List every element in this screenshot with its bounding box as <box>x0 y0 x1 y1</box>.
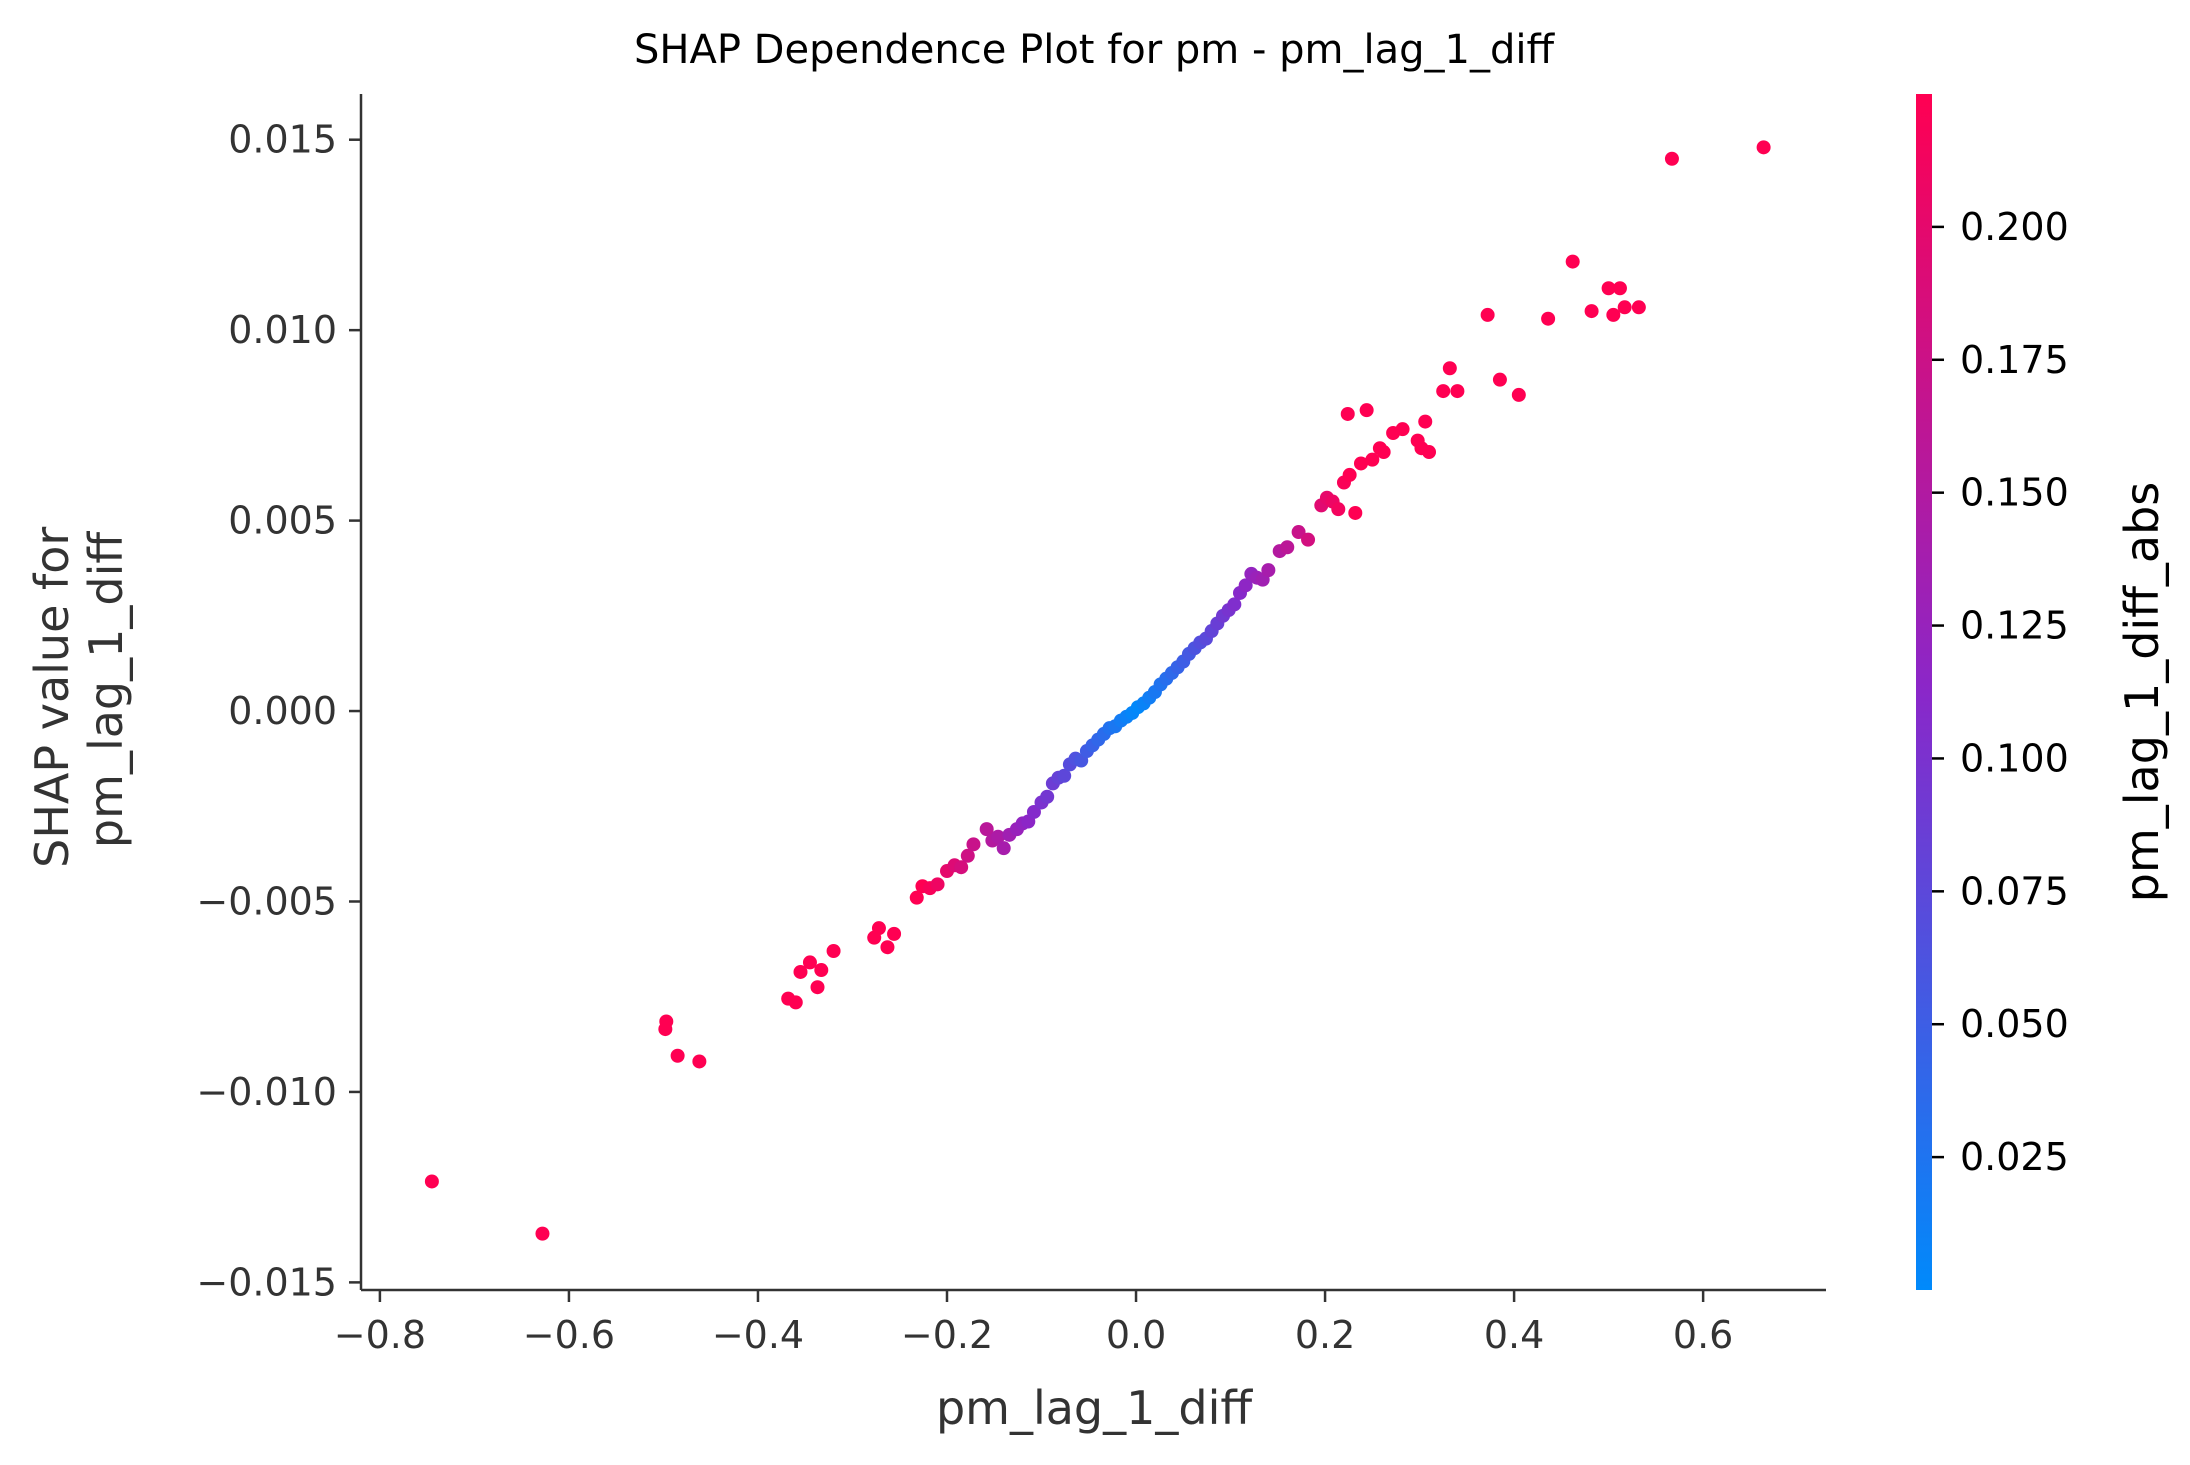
data-point <box>880 940 895 955</box>
colorbar-tick-label: 0.050 <box>1960 1002 2069 1046</box>
colorbar-label: pm_lag_1_diff_abs <box>2115 482 2169 902</box>
x-tick-label: −0.8 <box>334 1313 426 1357</box>
data-point <box>535 1226 550 1241</box>
data-point <box>1238 578 1253 593</box>
data-point <box>1584 304 1599 319</box>
colorbar-tick-label: 0.150 <box>1960 471 2069 515</box>
chart-title: SHAP Dependence Plot for pm - pm_lag_1_d… <box>634 27 1555 73</box>
data-point <box>1291 525 1306 540</box>
x-tick-label: −0.4 <box>712 1313 804 1357</box>
data-point <box>692 1054 707 1069</box>
x-tick-label: 0.0 <box>1106 1313 1166 1357</box>
data-point <box>991 829 1006 844</box>
data-point <box>1756 140 1771 155</box>
data-point <box>659 1014 674 1029</box>
data-point <box>1395 422 1410 437</box>
data-point <box>1565 254 1580 269</box>
data-point <box>1301 532 1316 547</box>
data-point <box>1331 502 1346 517</box>
data-point <box>1280 540 1295 555</box>
y-tick-label: 0.010 <box>228 308 337 352</box>
data-point <box>1359 403 1374 418</box>
data-point <box>1040 789 1055 804</box>
data-point <box>1511 387 1526 402</box>
data-point <box>966 837 981 852</box>
data-point <box>1376 445 1391 460</box>
data-point <box>1541 311 1556 326</box>
colorbar <box>1916 94 1932 1290</box>
y-tick-label: 0.015 <box>228 118 337 162</box>
data-point <box>1057 768 1072 783</box>
x-tick-label: −0.2 <box>901 1313 993 1357</box>
data-point <box>1261 563 1276 578</box>
data-point <box>424 1174 439 1189</box>
y-tick-label: −0.005 <box>196 879 337 923</box>
data-point <box>979 822 994 837</box>
colorbar-tick-label: 0.200 <box>1960 205 2069 249</box>
data-point <box>1026 804 1041 819</box>
data-point <box>1342 467 1357 482</box>
data-point <box>1450 384 1465 399</box>
y-tick-label: −0.015 <box>196 1260 337 1304</box>
data-point <box>960 848 975 863</box>
data-point <box>826 944 841 959</box>
y-axis-label: SHAP value for pm_lag_1_diff <box>25 512 133 868</box>
y-tick-label: 0.005 <box>228 499 337 543</box>
x-tick-label: 0.2 <box>1295 1313 1355 1357</box>
data-point <box>1612 281 1627 296</box>
y-axis-ticks: −0.015 −0.010 −0.005 0.000 0.005 0.010 0.015 <box>196 118 361 1304</box>
data-point <box>909 890 924 905</box>
data-point <box>1442 361 1457 376</box>
data-point <box>1664 151 1679 166</box>
data-point <box>1348 505 1363 520</box>
y-tick-label: −0.010 <box>196 1070 337 1114</box>
y-axis-label-line-2: pm_lag_1_diff <box>79 531 133 848</box>
data-point <box>1631 300 1646 315</box>
data-point <box>1492 372 1507 387</box>
data-point <box>1418 414 1433 429</box>
data-point <box>670 1048 685 1063</box>
data-point <box>802 955 817 970</box>
y-tick-label: 0.000 <box>228 689 337 733</box>
colorbar-tick-label: 0.075 <box>1960 869 2069 913</box>
data-point <box>788 995 803 1010</box>
data-point <box>996 841 1011 856</box>
x-tick-label: −0.6 <box>523 1313 615 1357</box>
colorbar-tick-label: 0.025 <box>1960 1135 2069 1179</box>
data-point <box>1365 452 1380 467</box>
data-point <box>1617 300 1632 315</box>
data-point <box>1340 406 1355 421</box>
scatter-points <box>424 140 1771 1241</box>
colorbar-ticks: 0.025 0.050 0.075 0.100 0.125 0.150 0.175 0.200 <box>1932 205 2069 1179</box>
x-axis-ticks: −0.8 −0.6 −0.4 −0.2 0.0 0.2 0.4 0.6 <box>334 1290 1733 1357</box>
data-point <box>810 980 825 995</box>
data-point <box>1606 307 1621 322</box>
data-point <box>1227 597 1242 612</box>
data-point <box>1480 307 1495 322</box>
data-point <box>793 964 808 979</box>
colorbar-tick-label: 0.125 <box>1960 604 2069 648</box>
data-point <box>871 921 886 936</box>
data-point <box>954 860 969 875</box>
data-point <box>930 877 945 892</box>
data-point <box>1353 456 1368 471</box>
x-axis-label: pm_lag_1_diff <box>936 1381 1253 1435</box>
x-tick-label: 0.4 <box>1484 1313 1544 1357</box>
data-point <box>1601 281 1616 296</box>
x-tick-label: 0.6 <box>1673 1313 1733 1357</box>
data-point <box>814 963 829 978</box>
data-point <box>1436 384 1451 399</box>
colorbar-tick-label: 0.100 <box>1960 736 2069 780</box>
y-axis-label-line-1: SHAP value for <box>25 527 79 868</box>
data-point <box>1422 445 1437 460</box>
data-point <box>887 926 902 941</box>
colorbar-tick-label: 0.175 <box>1960 338 2069 382</box>
